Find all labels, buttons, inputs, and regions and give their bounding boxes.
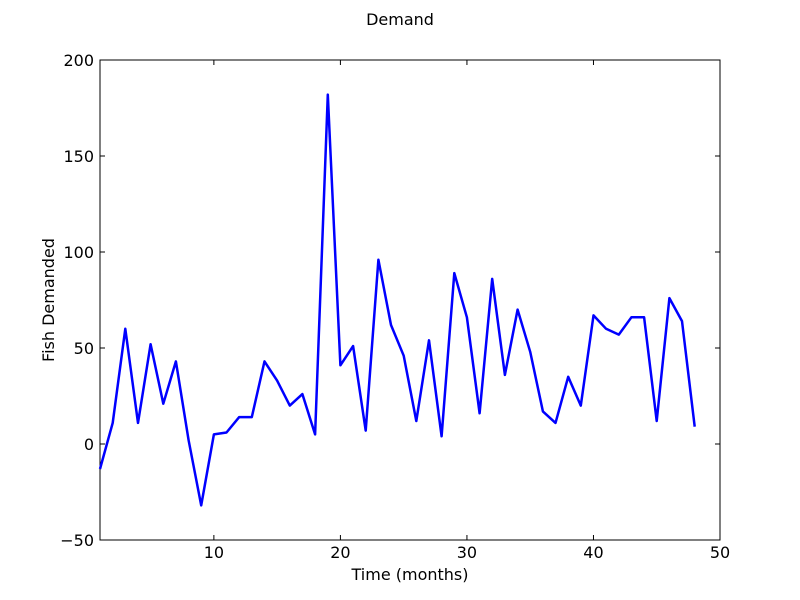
series-line (98, 93, 696, 507)
y-axis-label: Fish Demanded (39, 238, 58, 362)
y-tick-label: 100 (63, 243, 94, 262)
y-tick-label: −50 (60, 531, 94, 550)
x-tick-label: 30 (457, 543, 477, 562)
x-tick-label: 40 (583, 543, 603, 562)
y-tick-label: 50 (74, 339, 94, 358)
y-tick-label: 200 (63, 51, 94, 70)
axis-ticks: 10 20 30 40 50 −50 0 50 100 150 200 (60, 51, 730, 562)
x-tick-label: 10 (204, 543, 224, 562)
plot-frame (99, 59, 721, 541)
chart-title: Demand (366, 10, 434, 29)
y-tick-label: 0 (84, 435, 94, 454)
x-tick-label: 20 (330, 543, 350, 562)
y-tick-label: 150 (63, 147, 94, 166)
x-tick-label: 50 (710, 543, 730, 562)
x-axis-label: Time (months) (351, 565, 469, 584)
